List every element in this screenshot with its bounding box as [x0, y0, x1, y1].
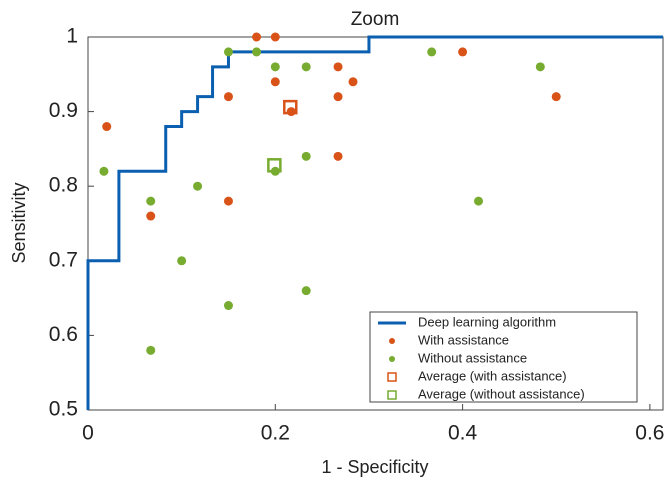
x-tick-label: 0.4	[448, 422, 478, 445]
y-tick-label: 1	[66, 25, 78, 48]
point	[270, 32, 280, 42]
point	[348, 77, 358, 87]
legend-label: With assistance	[418, 332, 509, 347]
point	[301, 151, 311, 161]
y-tick-label: 0.7	[49, 248, 78, 271]
chart-title: Zoom	[351, 9, 400, 30]
point	[223, 47, 233, 57]
point	[427, 47, 437, 57]
legend-label: Average (without assistance)	[418, 386, 585, 401]
roc-line	[86, 35, 663, 410]
point	[333, 92, 343, 102]
point	[458, 47, 468, 57]
y-tick-label: 0.9	[49, 99, 78, 122]
point	[146, 345, 156, 355]
point	[333, 62, 343, 72]
legend-dot	[389, 338, 395, 344]
point	[252, 47, 262, 57]
average-marker	[267, 158, 282, 173]
point	[223, 301, 233, 311]
legend-square	[387, 390, 397, 400]
y-tick-label: 0.6	[49, 323, 78, 346]
point	[535, 62, 545, 72]
y-tick-label: 0.8	[49, 174, 78, 197]
point	[270, 62, 280, 72]
x-tick-label: 0.2	[261, 422, 290, 445]
x-axis-label: 1 - Specificity	[321, 457, 428, 477]
point	[286, 107, 296, 117]
average-marker	[283, 99, 298, 115]
legend-square	[387, 372, 397, 382]
point	[177, 256, 187, 266]
point	[102, 122, 112, 132]
legend-label: Deep learning algorithm	[418, 314, 556, 329]
point	[193, 181, 203, 191]
point	[99, 166, 109, 176]
point	[474, 196, 484, 206]
point	[301, 62, 311, 72]
x-tick-label: 0.6	[635, 422, 664, 445]
point	[146, 211, 156, 221]
legend-label: Average (with assistance)	[418, 368, 567, 383]
point	[333, 151, 343, 161]
y-tick-label: 0.5	[49, 398, 78, 421]
point	[551, 92, 561, 102]
point	[223, 92, 233, 102]
point	[146, 196, 156, 206]
point	[252, 32, 262, 42]
legend-label: Without assistance	[418, 350, 527, 365]
legend-box	[369, 311, 638, 403]
point	[223, 196, 233, 206]
y-axis-label: Sensitivity	[9, 182, 29, 263]
legend-dot	[389, 356, 395, 362]
point	[301, 286, 311, 296]
x-tick-label: 0	[82, 422, 94, 445]
point	[270, 77, 280, 87]
